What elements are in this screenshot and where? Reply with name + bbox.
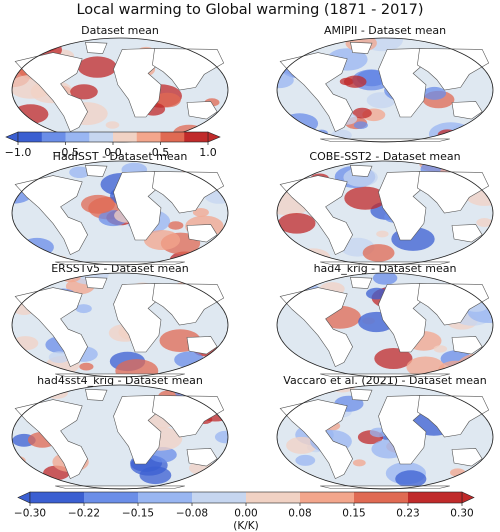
continent-antarctica	[55, 261, 185, 265]
map-panel-5	[11, 272, 229, 378]
continent-americas	[14, 52, 88, 133]
continent-antarctica	[55, 485, 185, 489]
continent-americas	[279, 399, 353, 480]
colorbar-label: (K/K)	[233, 520, 259, 532]
map-title-ersstv5: ERSSTv5 - Dataset mean	[51, 262, 189, 275]
colorbar-tick-label: 0.30	[450, 508, 473, 520]
colorbar-bin	[160, 132, 185, 142]
continent-australia	[186, 224, 218, 243]
continent-australia	[186, 336, 218, 355]
colorbar-tick-label: −1.0	[5, 146, 32, 159]
continent-australia	[451, 101, 483, 120]
colorbar-bin	[41, 132, 66, 142]
colorbar-tick-label: 1.0	[199, 146, 217, 159]
colorbar-bin	[354, 492, 409, 503]
continent-greenland	[85, 388, 108, 401]
map-title-cobe-sst2: COBE-SST2 - Dataset mean	[309, 150, 461, 163]
colorbar-bin	[113, 132, 138, 142]
colorbar-extend-high	[461, 491, 475, 504]
continent-americas	[279, 287, 353, 368]
colorbar-extend-low	[17, 491, 31, 504]
colorbar-bin	[300, 492, 355, 503]
colorbar-top: −1.0 −0.5 0.0 0.5 1.0	[5, 131, 221, 159]
colorbar-extend-high	[207, 131, 221, 143]
continent-americas	[279, 175, 353, 256]
colorbar-bin	[184, 132, 209, 142]
figure-title: Local warming to Global warming (1871 - …	[76, 2, 424, 18]
colorbar-tick-label: −0.5	[52, 146, 79, 159]
map-title-dataset-mean: Dataset mean	[81, 24, 159, 37]
continent-greenland	[350, 276, 373, 289]
continent-greenland	[350, 164, 373, 177]
map-title-had4sst4-krig: had4sst4_krig - Dataset mean	[37, 374, 203, 387]
colorbar-tick-label: 0.5	[152, 146, 170, 159]
continent-greenland	[85, 164, 108, 177]
map-panel-7	[11, 384, 229, 490]
map-title-amipii: AMIPII - Dataset mean	[323, 24, 447, 37]
continent-americas	[14, 399, 88, 480]
colorbar-bin	[30, 492, 85, 503]
continent-australia	[451, 448, 483, 467]
continent-greenland	[85, 41, 108, 54]
colorbar-tick-label: 0.00	[234, 508, 257, 520]
colorbar-tick-label: 0.0	[104, 146, 122, 159]
colorbar-bin	[89, 132, 114, 142]
continent-americas	[279, 52, 353, 133]
continent-antarctica	[320, 261, 450, 265]
continent-greenland	[350, 388, 373, 401]
map-title-had4-krig: had4_krig - Dataset mean	[313, 262, 457, 275]
map-panel-6	[276, 272, 494, 378]
map-panel-2	[276, 37, 494, 143]
continent-antarctica	[320, 138, 450, 142]
map-title-vaccaro: Vaccaro et al. (2021) - Dataset mean	[283, 374, 487, 387]
colorbar-tick-label: −0.15	[122, 508, 154, 520]
colorbar-tick-label: 0.15	[342, 508, 365, 520]
continent-australia	[451, 224, 483, 243]
colorbar-bin	[138, 492, 193, 503]
colorbar-tick-label: −0.30	[14, 508, 46, 520]
map-panel-8	[276, 384, 494, 490]
colorbar-tick-label: 0.23	[396, 508, 419, 520]
continent-antarctica	[320, 485, 450, 489]
continent-americas	[14, 287, 88, 368]
map-title-hadisst: HadISST - Dataset mean	[52, 150, 188, 163]
colorbar-bin	[246, 492, 301, 503]
colorbar-bin	[408, 492, 463, 503]
continent-australia	[186, 448, 218, 467]
colorbar-tick-label: −0.08	[176, 508, 208, 520]
continent-greenland	[350, 41, 373, 54]
continent-greenland	[85, 276, 108, 289]
colorbar-bin	[18, 132, 43, 142]
continent-antarctica	[320, 373, 450, 377]
colorbar-main: −0.30 −0.22 −0.15 −0.08 0.00 0.08 0.15 0.23 0.30…	[14, 491, 475, 532]
continent-antarctica	[55, 373, 185, 377]
colorbar-bin	[136, 132, 161, 142]
map-panel-3	[11, 160, 229, 266]
continent-australia	[451, 336, 483, 355]
colorbar-bin	[84, 492, 139, 503]
colorbar-bin	[65, 132, 90, 142]
continent-americas	[14, 175, 88, 256]
colorbar-extend-low	[5, 131, 19, 143]
map-panels	[11, 37, 494, 490]
map-panel-4	[276, 160, 494, 266]
colorbar-tick-label: −0.22	[68, 508, 100, 520]
colorbar-tick-label: 0.08	[288, 508, 311, 520]
colorbar-bin	[192, 492, 247, 503]
continent-australia	[186, 101, 218, 120]
map-panel-1	[11, 37, 229, 143]
